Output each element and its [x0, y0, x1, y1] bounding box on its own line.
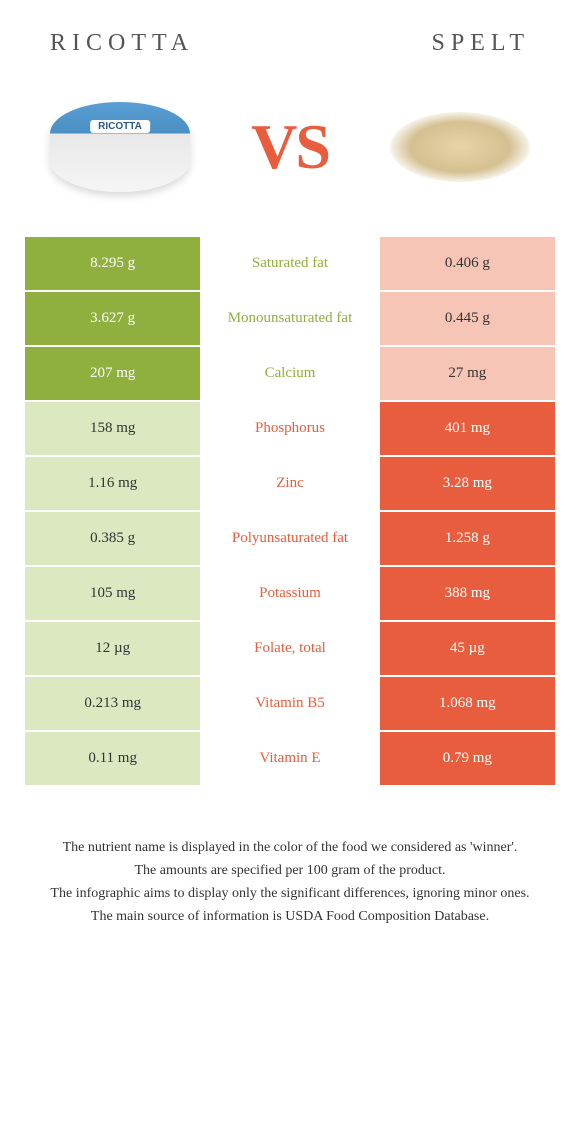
nutrient-label-cell: Vitamin B5	[202, 677, 379, 732]
nutrient-label-cell: Calcium	[202, 347, 379, 402]
right-value-cell: 1.258 g	[380, 512, 555, 567]
table-row: 12 µgFolate, total45 µg	[25, 622, 555, 677]
right-value-cell: 0.79 mg	[380, 732, 555, 787]
right-food-title: SPELT	[432, 30, 530, 57]
nutrient-label-cell: Polyunsaturated fat	[202, 512, 379, 567]
nutrient-label-cell: Vitamin E	[202, 732, 379, 787]
footer-notes: The nutrient name is displayed in the co…	[0, 787, 580, 949]
left-value-cell: 105 mg	[25, 567, 202, 622]
left-value-cell: 0.385 g	[25, 512, 202, 567]
nutrient-label-cell: Zinc	[202, 457, 379, 512]
right-value-cell: 388 mg	[380, 567, 555, 622]
header: RICOTTA SPELT	[0, 0, 580, 67]
right-value-cell: 45 µg	[380, 622, 555, 677]
footer-line-3: The infographic aims to display only the…	[30, 883, 550, 904]
left-value-cell: 158 mg	[25, 402, 202, 457]
table-row: 3.627 gMonounsaturated fat0.445 g	[25, 292, 555, 347]
left-value-cell: 1.16 mg	[25, 457, 202, 512]
left-value-cell: 0.213 mg	[25, 677, 202, 732]
right-value-cell: 27 mg	[380, 347, 555, 402]
left-value-cell: 0.11 mg	[25, 732, 202, 787]
right-value-cell: 1.068 mg	[380, 677, 555, 732]
table-row: 0.385 gPolyunsaturated fat1.258 g	[25, 512, 555, 567]
right-value-cell: 0.406 g	[380, 237, 555, 292]
nutrient-label-cell: Monounsaturated fat	[202, 292, 379, 347]
left-value-cell: 3.627 g	[25, 292, 202, 347]
table-row: 105 mgPotassium388 mg	[25, 567, 555, 622]
images-row: VS	[0, 67, 580, 237]
right-value-cell: 401 mg	[380, 402, 555, 457]
nutrient-label-cell: Folate, total	[202, 622, 379, 677]
right-value-cell: 3.28 mg	[380, 457, 555, 512]
ricotta-image	[40, 87, 200, 207]
footer-line-4: The main source of information is USDA F…	[30, 906, 550, 927]
table-row: 8.295 gSaturated fat0.406 g	[25, 237, 555, 292]
table-row: 158 mgPhosphorus401 mg	[25, 402, 555, 457]
left-food-title: RICOTTA	[50, 30, 194, 57]
nutrient-label-cell: Phosphorus	[202, 402, 379, 457]
comparison-table: 8.295 gSaturated fat0.406 g3.627 gMonoun…	[25, 237, 555, 787]
left-value-cell: 12 µg	[25, 622, 202, 677]
table-row: 0.11 mgVitamin E0.79 mg	[25, 732, 555, 787]
footer-line-1: The nutrient name is displayed in the co…	[30, 837, 550, 858]
table-row: 0.213 mgVitamin B51.068 mg	[25, 677, 555, 732]
nutrient-label-cell: Potassium	[202, 567, 379, 622]
footer-line-2: The amounts are specified per 100 gram o…	[30, 860, 550, 881]
vs-label: VS	[251, 110, 329, 184]
spelt-image	[380, 87, 540, 207]
left-value-cell: 207 mg	[25, 347, 202, 402]
right-value-cell: 0.445 g	[380, 292, 555, 347]
table-row: 1.16 mgZinc3.28 mg	[25, 457, 555, 512]
left-value-cell: 8.295 g	[25, 237, 202, 292]
table-row: 207 mgCalcium27 mg	[25, 347, 555, 402]
nutrient-label-cell: Saturated fat	[202, 237, 379, 292]
